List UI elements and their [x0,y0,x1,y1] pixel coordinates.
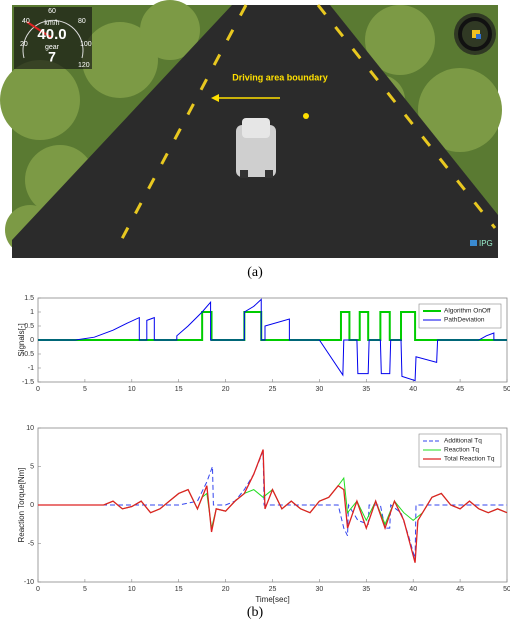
x-tick-label: 35 [362,386,370,393]
legend-label: Additional Tq [444,438,482,445]
x-tick-label: 10 [128,386,136,393]
x-tick-label: 5 [83,386,87,393]
gauge-tick: 80 [78,18,86,25]
x-tick-label: 20 [222,586,230,593]
steering-wheel [454,13,496,55]
x-tick-label: 25 [269,586,277,593]
gauge-tick: 20 [20,41,28,48]
x-tick-label: 35 [362,586,370,593]
logo-icon [470,240,477,246]
scene: Driving area boundary 20 40 60 80 100 12… [0,0,502,258]
y-tick-label: 0 [30,337,34,344]
arrow-head [211,94,219,102]
x-axis-label: Time[sec] [255,595,289,604]
legend-label: Algorithm OnOff [444,308,491,315]
x-tick-label: 20 [222,386,230,393]
y-axis-label: Signals[-] [17,323,26,356]
x-tick-label: 40 [409,386,417,393]
y-tick-label: -1.5 [22,379,34,386]
x-tick-label: 30 [316,386,324,393]
speedometer: 20 40 60 80 100 120 km/h 40.0 gear 7 [14,7,92,69]
x-tick-label: 45 [456,386,464,393]
series-line [38,298,507,382]
gear: 7 [48,49,56,65]
x-tick-label: 50 [503,586,510,593]
series-line [38,449,508,563]
x-tick-label: 30 [316,586,324,593]
legend-label: PathDeviation [444,317,485,324]
caption: (a) [247,265,263,280]
legend-box [418,303,502,329]
x-tick-label: 0 [36,586,40,593]
x-tick-label: 10 [128,586,136,593]
y-tick-label: 0 [30,502,34,509]
y-tick-label: 5 [30,463,34,470]
x-tick-label: 15 [175,386,183,393]
x-tick-label: 15 [175,586,183,593]
logo: IPG [479,239,493,248]
speed-unit: km/h [44,20,59,27]
x-tick-label: 45 [456,586,464,593]
annotation: Driving area boundary [232,72,328,82]
y-tick-label: 10 [26,425,34,432]
y-tick-label: -5 [28,540,34,547]
caption: (b) [247,605,264,620]
gauge-tick: 60 [48,8,56,15]
x-tick-label: 40 [409,586,417,593]
x-tick-label: 25 [269,386,277,393]
series-line [38,450,507,560]
lane-line [316,4,497,229]
x-tick-label: 5 [83,586,87,593]
y-axis-label: Reaction Torque[Nm] [17,468,26,543]
y-tick-label: -1 [28,365,34,372]
marker [303,113,309,119]
legend-label: Reaction Tq [444,447,479,454]
x-tick-label: 50 [503,386,510,393]
y-tick-label: 1.5 [24,295,34,302]
gauge-tick: 120 [78,62,90,69]
lane-line [113,4,248,253]
x-tick-label: 0 [36,386,40,393]
y-tick-label: -0.5 [22,351,34,358]
gauge-tick: 40 [22,18,30,25]
gauge-tick: 100 [80,41,92,48]
vehicle [236,118,276,178]
y-tick-label: 1 [30,309,34,316]
legend-label: Total Reaction Tq [444,456,495,463]
y-tick-label: 0.5 [24,323,34,330]
speed: 40.0 [37,26,66,43]
y-tick-label: -10 [24,579,34,586]
gear-label: gear [45,44,60,51]
